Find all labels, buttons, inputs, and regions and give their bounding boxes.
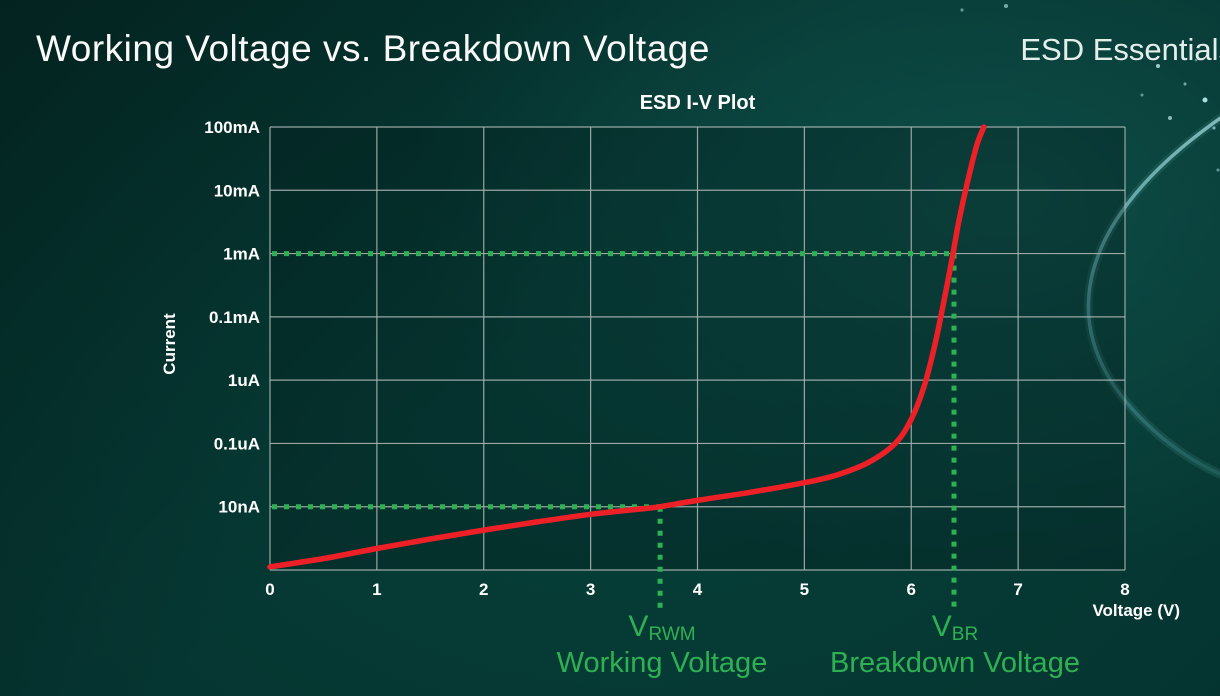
breakdown-voltage-symbol-subscript: BR [951,624,979,646]
x-tick-label: 3 [586,580,595,599]
x-tick-label: 2 [479,580,488,599]
x-tick-label: 4 [693,580,703,599]
y-tick-label: 100mA [204,118,260,137]
x-axis-title: Voltage (V) [1092,601,1180,620]
chart-title: ESD I-V Plot [639,92,756,114]
working-voltage-symbol: VRWM [532,611,792,645]
x-tick-label: 7 [1013,580,1022,599]
x-tick-label: 6 [907,580,916,599]
y-tick-label: 1mA [223,245,260,264]
x-tick-label: 1 [372,580,381,599]
y-tick-label: 10mA [214,181,260,200]
x-tick-label: 8 [1120,580,1129,599]
y-tick-label: 10nA [218,498,260,517]
y-axis-title: Current [160,313,179,375]
working-voltage-annotation: VRWM Working Voltage [532,611,792,679]
light-swoosh [1086,116,1220,476]
y-tick-label: 0.1uA [214,434,260,453]
sparkle-dots [960,4,1220,172]
working-voltage-symbol-subscript: RWM [648,624,696,646]
x-tick-label: 0 [265,580,274,599]
slide-title: Working Voltage vs. Breakdown Voltage [36,28,710,69]
y-tick-label: 1uA [228,371,260,390]
y-tick-label: 0.1mA [209,308,260,327]
brand-label: ESD Essentials [1020,32,1220,67]
light-swoosh-glow [1083,113,1220,479]
breakdown-voltage-caption: Breakdown Voltage [830,647,1080,680]
breakdown-voltage-symbol-letter: V [931,610,952,643]
working-voltage-symbol-letter: V [628,610,649,643]
breakdown-voltage-annotation: VBR Breakdown Voltage [825,611,1085,679]
iv-curve [267,124,987,570]
breakdown-voltage-symbol: VBR [825,611,1085,645]
working-voltage-caption: Working Voltage [556,647,768,680]
x-tick-label: 5 [800,580,809,599]
